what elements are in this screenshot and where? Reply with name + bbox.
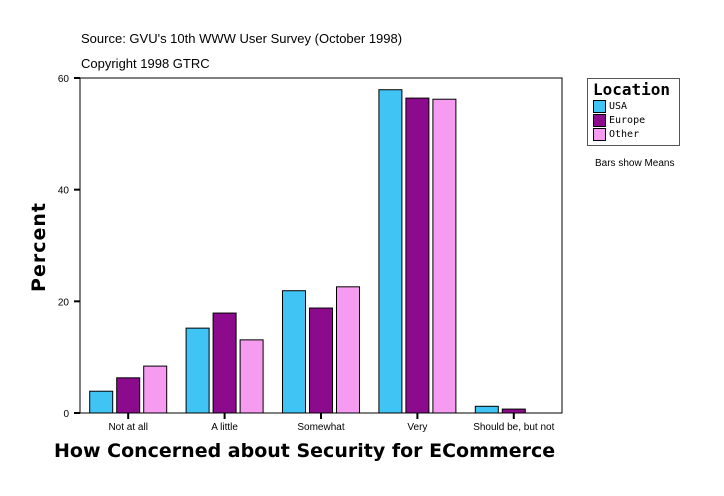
bar-usa-4 [474,405,499,414]
bar-usa-3 [378,89,403,414]
bars-note: Bars show Means [595,158,675,169]
bar-europe-4 [501,408,526,414]
chart-subtitle: Source: GVU's 10th WWW User Survey (Octo… [81,31,403,46]
legend-title: Location [593,80,671,99]
y-tick-label: 60 [58,74,70,85]
bar-usa-1 [185,327,210,414]
bar-other-3 [432,98,457,414]
bar-europe-3 [405,97,430,414]
legend-swatch [593,113,606,127]
copyright: Copyright 1998 GTRC [81,56,210,71]
bar-other-2 [336,286,360,414]
bar-europe-0 [116,377,141,414]
x-tick-label: A little [211,422,238,433]
bar-europe-1 [212,312,237,414]
bar-usa-0 [89,390,114,414]
legend-swatch [593,127,606,141]
bar-other-0 [143,365,168,414]
legend-label: USA [609,100,628,112]
bar-europe-2 [309,307,333,414]
y-tick-label: 40 [58,186,70,197]
legend-item: Europe [593,113,679,127]
bar-other-1 [239,339,264,414]
x-tick-label: Should be, but not [473,422,554,433]
y-tick-label: 20 [58,297,70,308]
legend-label: Europe [609,114,646,126]
x-tick-label: Not at all [108,422,147,433]
legend: Location USA Europe Other [587,78,680,146]
bar-usa-2 [282,290,306,414]
legend-item: USA [593,99,679,113]
y-tick-label: 0 [63,409,69,420]
x-tick-label: Somewhat [297,422,344,433]
legend-item: Other [593,127,679,141]
x-axis-label: How Concerned about Security for ECommer… [54,440,556,462]
legend-label: Other [609,128,640,140]
x-tick-label: Very [407,422,427,433]
legend-swatch [593,99,606,113]
